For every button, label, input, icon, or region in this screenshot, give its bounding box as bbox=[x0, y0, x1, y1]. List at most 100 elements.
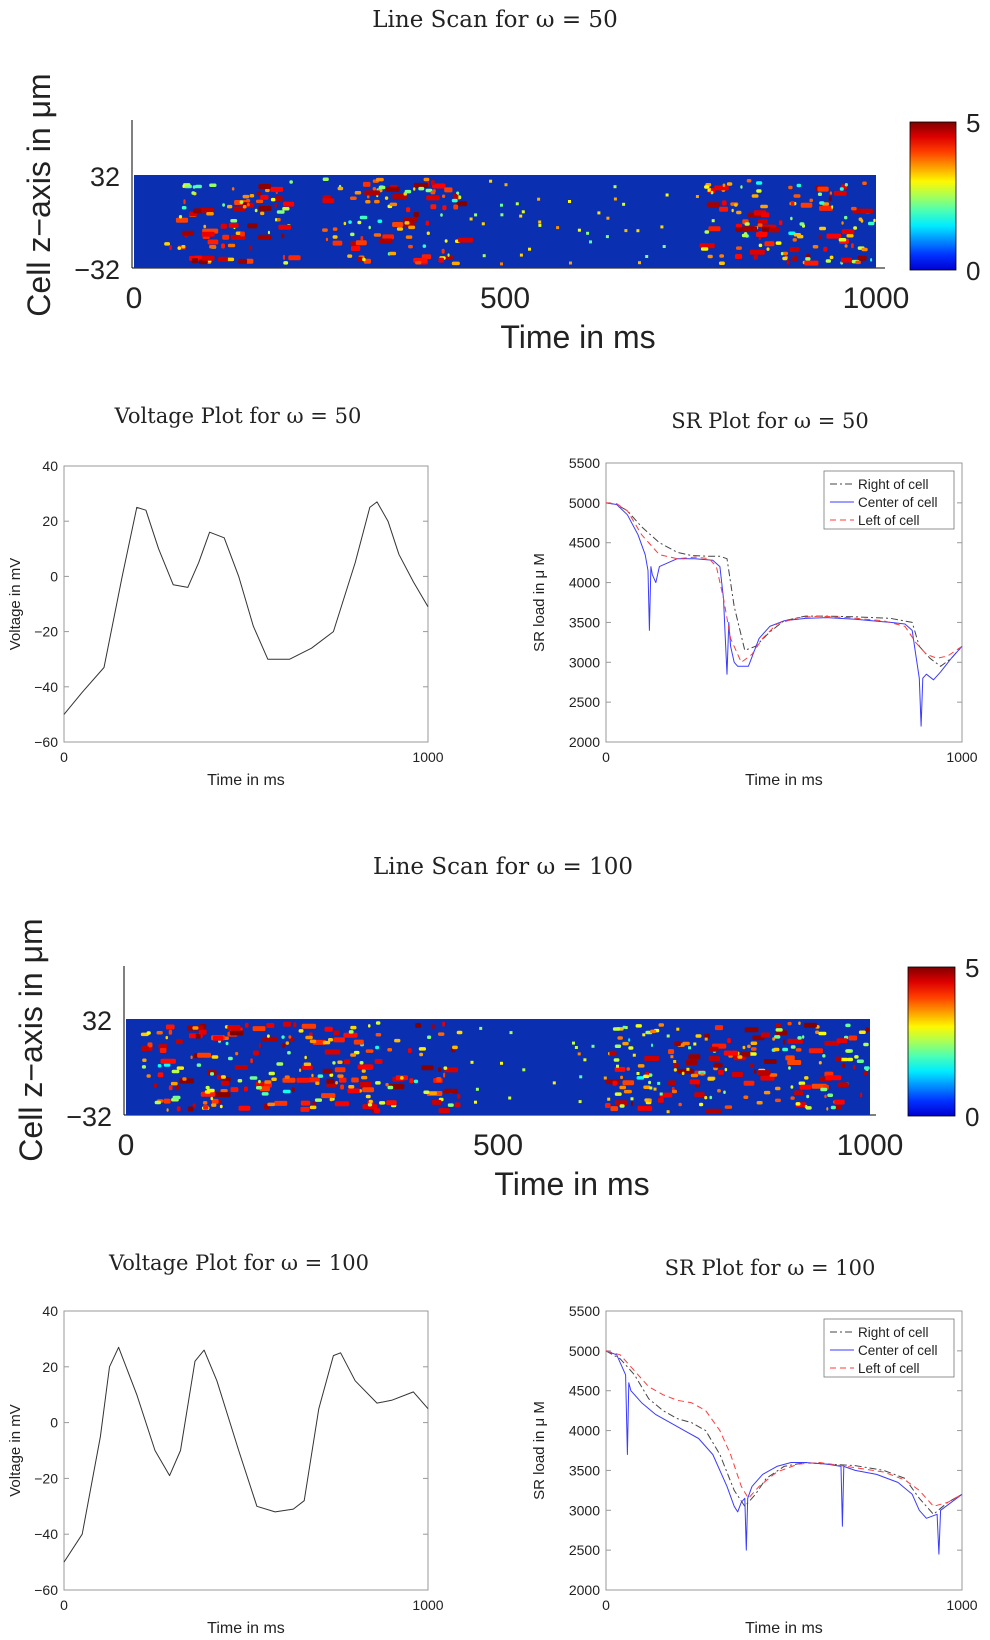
spark-mark bbox=[290, 1037, 295, 1042]
spark-mark bbox=[146, 1031, 151, 1035]
spark-mark bbox=[276, 210, 285, 214]
spark-mark bbox=[597, 211, 601, 215]
spark-mark bbox=[749, 249, 765, 255]
spark-mark bbox=[632, 1053, 636, 1057]
spark-mark bbox=[873, 218, 876, 223]
spark-mark bbox=[746, 179, 752, 183]
spark-mark bbox=[614, 1100, 628, 1106]
x-axis-label: Time in ms bbox=[500, 319, 655, 355]
spark-mark bbox=[659, 1092, 673, 1098]
spark-mark bbox=[200, 1091, 216, 1097]
y-tick-label: 20 bbox=[42, 513, 58, 529]
spark-mark bbox=[620, 1075, 624, 1080]
spark-mark bbox=[649, 1086, 653, 1090]
y-tick-label: 40 bbox=[42, 458, 58, 474]
spark-mark bbox=[253, 1050, 259, 1056]
spark-mark bbox=[809, 198, 813, 203]
spark-mark bbox=[719, 254, 724, 258]
plot-area bbox=[63, 1310, 429, 1591]
spark-mark bbox=[432, 183, 446, 189]
spark-mark bbox=[844, 244, 848, 248]
spark-mark bbox=[405, 235, 413, 239]
spark-mark bbox=[146, 1074, 151, 1078]
y-tick-label: 5500 bbox=[569, 455, 600, 471]
spark-mark bbox=[782, 256, 788, 261]
spark-mark bbox=[375, 177, 384, 182]
spark-mark bbox=[722, 183, 726, 187]
spark-mark bbox=[355, 240, 367, 246]
spark-mark bbox=[413, 182, 429, 188]
spark-mark bbox=[260, 194, 269, 200]
spark-mark bbox=[242, 194, 250, 199]
spark-mark bbox=[256, 1086, 262, 1090]
spark-mark bbox=[274, 202, 277, 208]
spark-mark bbox=[788, 1066, 791, 1070]
spark-mark bbox=[322, 177, 329, 181]
y-tick-label: 3500 bbox=[569, 614, 600, 630]
spark-mark bbox=[708, 1056, 721, 1062]
spark-mark bbox=[245, 199, 251, 203]
spark-mark bbox=[258, 1079, 261, 1084]
spark-mark bbox=[617, 1036, 623, 1040]
chart-title: Voltage Plot for ω = 50 bbox=[114, 404, 362, 428]
spark-mark bbox=[860, 1092, 863, 1098]
spark-mark bbox=[806, 1094, 810, 1099]
spark-mark bbox=[734, 203, 738, 207]
spark-mark bbox=[425, 188, 433, 193]
spark-mark bbox=[657, 1097, 664, 1103]
spark-mark bbox=[744, 1027, 759, 1033]
spark-mark bbox=[825, 1075, 842, 1081]
x-tick-label: 1000 bbox=[946, 749, 977, 765]
spark-mark bbox=[298, 1029, 304, 1033]
spark-mark bbox=[847, 1057, 853, 1062]
spark-mark bbox=[622, 1041, 629, 1046]
spark-mark bbox=[709, 1095, 713, 1100]
spark-mark bbox=[790, 1085, 794, 1089]
spark-mark bbox=[362, 257, 366, 262]
y-axis-label: Voltage in mV bbox=[7, 1404, 24, 1497]
spark-mark bbox=[170, 1081, 178, 1086]
spark-mark bbox=[212, 1035, 224, 1041]
spark-mark bbox=[792, 238, 797, 242]
spark-mark bbox=[537, 197, 541, 201]
spark-mark bbox=[168, 1029, 173, 1035]
spark-mark bbox=[159, 1048, 167, 1053]
spark-mark bbox=[650, 1029, 657, 1034]
spark-mark bbox=[282, 207, 290, 211]
spark-mark bbox=[368, 225, 371, 230]
x-tick-label: 1000 bbox=[412, 1597, 443, 1613]
spark-mark bbox=[760, 1075, 775, 1081]
spark-mark bbox=[282, 1021, 291, 1027]
y-tick-label: 4000 bbox=[569, 575, 600, 591]
y-tick-label: 0 bbox=[50, 568, 58, 584]
spark-mark bbox=[613, 197, 617, 201]
spark-mark bbox=[353, 1039, 364, 1045]
spark-mark bbox=[736, 210, 742, 215]
spark-mark bbox=[852, 1064, 856, 1070]
spark-mark bbox=[192, 1103, 196, 1109]
spark-mark bbox=[326, 1078, 335, 1084]
spark-mark bbox=[267, 1102, 275, 1107]
spark-mark bbox=[648, 1098, 652, 1102]
spark-mark bbox=[154, 1083, 157, 1088]
spark-mark bbox=[829, 191, 832, 195]
spark-mark bbox=[187, 1106, 194, 1112]
legend: Right of cell Center of cell Left of cell bbox=[823, 1318, 955, 1378]
spark-mark bbox=[624, 1026, 628, 1030]
spark-mark bbox=[489, 179, 493, 183]
x-axis-label: Time in ms bbox=[494, 1166, 649, 1202]
x-tick-label: 500 bbox=[480, 282, 530, 315]
spark-mark bbox=[798, 1021, 801, 1025]
spark-mark bbox=[284, 1075, 290, 1079]
spark-mark bbox=[220, 1075, 226, 1079]
spark-mark bbox=[708, 226, 721, 232]
spark-mark bbox=[451, 198, 458, 203]
spark-mark bbox=[285, 1041, 289, 1045]
spark-mark bbox=[348, 220, 352, 224]
spark-mark bbox=[586, 231, 590, 235]
spark-mark bbox=[842, 1062, 846, 1068]
spark-mark bbox=[315, 1081, 320, 1085]
spark-mark bbox=[375, 1021, 381, 1025]
spark-mark bbox=[786, 259, 790, 265]
